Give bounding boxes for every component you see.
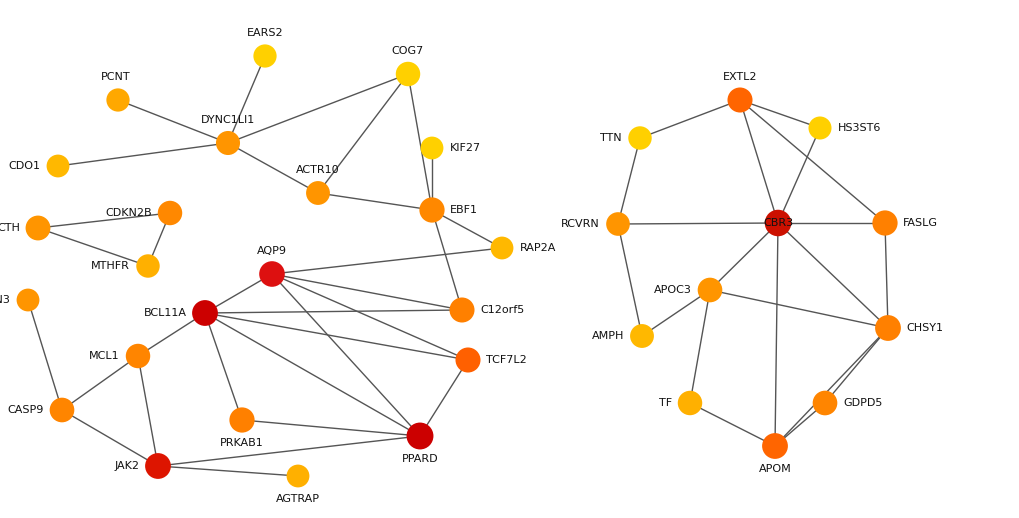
Text: PRKAB1: PRKAB1 — [220, 438, 264, 448]
Text: CASP9: CASP9 — [7, 405, 44, 415]
Point — [129, 352, 146, 360]
Point — [220, 139, 236, 147]
Point — [50, 162, 66, 170]
Point — [19, 296, 36, 304]
Text: EARS2: EARS2 — [247, 28, 283, 38]
Text: CHSY1: CHSY1 — [905, 323, 943, 333]
Text: CTH: CTH — [0, 223, 20, 233]
Text: JAK2: JAK2 — [115, 461, 140, 471]
Point — [460, 356, 476, 364]
Point — [162, 209, 178, 217]
Text: BCL11A: BCL11A — [144, 308, 186, 318]
Point — [310, 189, 326, 197]
Text: CDKN3: CDKN3 — [0, 295, 10, 305]
Text: DYNC1LI1: DYNC1LI1 — [201, 115, 255, 125]
Text: FASLG: FASLG — [902, 218, 937, 228]
Point — [412, 432, 428, 440]
Text: MCL1: MCL1 — [90, 351, 120, 361]
Text: ACTR10: ACTR10 — [296, 165, 339, 175]
Text: GDPD5: GDPD5 — [842, 398, 881, 408]
Text: EBF1: EBF1 — [449, 205, 478, 215]
Point — [731, 96, 747, 104]
Point — [609, 220, 626, 228]
Point — [769, 219, 786, 227]
Point — [701, 286, 717, 294]
Text: AMPH: AMPH — [591, 331, 624, 341]
Point — [110, 96, 126, 104]
Text: PPARD: PPARD — [401, 454, 438, 464]
Point — [54, 406, 70, 414]
Text: CDO1: CDO1 — [8, 161, 40, 171]
Point — [493, 244, 510, 252]
Text: APOC3: APOC3 — [653, 285, 691, 295]
Point — [197, 309, 213, 317]
Text: C12orf5: C12orf5 — [480, 305, 524, 315]
Text: AGTRAP: AGTRAP — [276, 494, 320, 504]
Text: EXTL2: EXTL2 — [722, 72, 756, 82]
Text: PCNT: PCNT — [101, 72, 130, 82]
Point — [399, 70, 416, 78]
Point — [289, 472, 306, 480]
Text: APOM: APOM — [758, 464, 791, 474]
Point — [140, 262, 156, 270]
Point — [257, 52, 273, 60]
Text: RAP2A: RAP2A — [520, 243, 555, 253]
Text: COG7: COG7 — [391, 46, 424, 56]
Point — [876, 219, 893, 227]
Text: HS3ST6: HS3ST6 — [838, 123, 880, 133]
Text: TCF7L2: TCF7L2 — [485, 355, 526, 365]
Point — [453, 306, 470, 314]
Text: CBR3: CBR3 — [762, 218, 793, 228]
Text: TTN: TTN — [600, 133, 622, 143]
Point — [233, 416, 250, 424]
Point — [816, 399, 833, 407]
Point — [766, 442, 783, 450]
Text: KIF27: KIF27 — [449, 143, 481, 153]
Point — [681, 399, 697, 407]
Text: TF: TF — [658, 398, 672, 408]
Point — [30, 224, 46, 232]
Point — [633, 332, 649, 340]
Point — [424, 144, 440, 152]
Text: CDKN2B: CDKN2B — [105, 208, 152, 218]
Point — [811, 124, 827, 132]
Point — [879, 324, 896, 332]
Point — [424, 206, 440, 214]
Point — [264, 270, 280, 278]
Text: RCVRN: RCVRN — [560, 219, 599, 229]
Point — [631, 134, 647, 142]
Text: MTHFR: MTHFR — [91, 261, 129, 271]
Point — [150, 462, 166, 470]
Text: AQP9: AQP9 — [257, 246, 286, 256]
